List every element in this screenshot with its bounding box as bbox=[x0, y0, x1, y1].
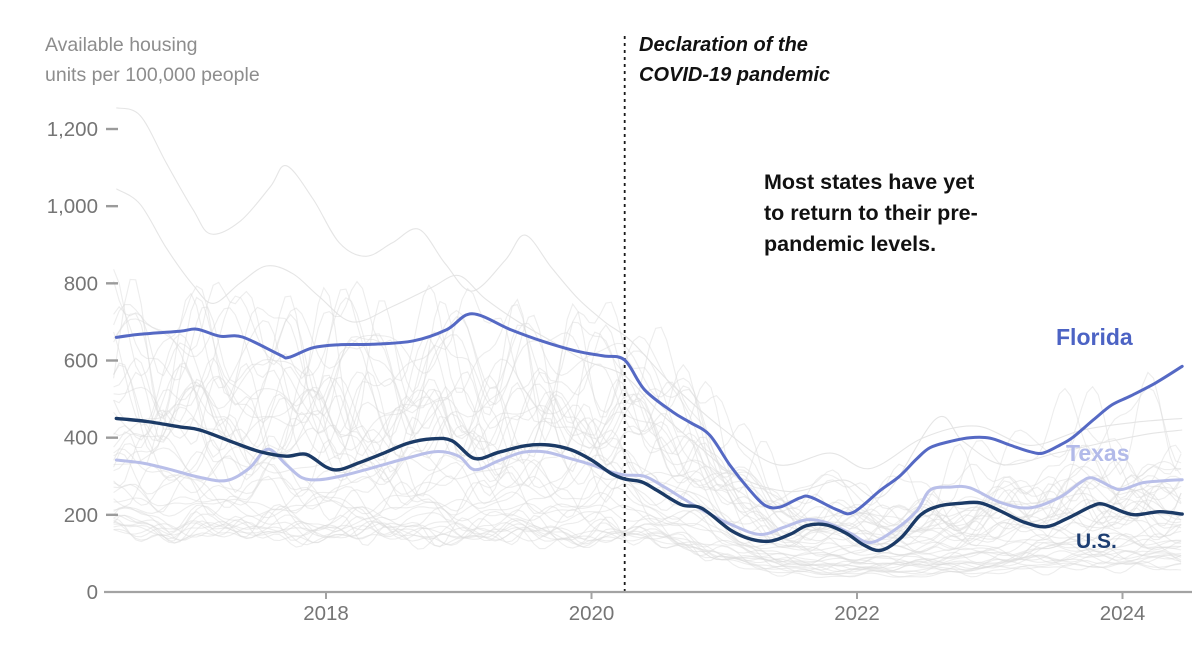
background-state-line bbox=[113, 448, 1182, 556]
y-axis-label: 1,200 bbox=[47, 118, 98, 141]
background-state-line bbox=[113, 371, 1182, 534]
y-axis-label: 1,000 bbox=[47, 195, 98, 218]
x-axis-label: 2022 bbox=[834, 602, 880, 625]
background-state-line bbox=[113, 295, 1182, 541]
background-state-line bbox=[113, 295, 1182, 537]
state-high-2 bbox=[115, 188, 1183, 499]
background-state-line bbox=[113, 497, 1182, 561]
background-state-line bbox=[113, 365, 1182, 554]
background-state-line bbox=[113, 280, 1182, 514]
axes: 2018 2020 2022 2024 0 200 400 600 800 1,000 1,200 bbox=[47, 118, 1192, 625]
chart-title: Available housing units per 100,000 peop… bbox=[45, 30, 260, 90]
x-axis-label: 2018 bbox=[303, 602, 349, 625]
series-line-texas bbox=[114, 447, 1184, 545]
background-state-line bbox=[113, 386, 1182, 547]
series-label-texas: Texas bbox=[1066, 440, 1130, 466]
state-high-1 bbox=[116, 107, 1183, 470]
note-annotation: Most states have yet to return to their … bbox=[764, 167, 978, 260]
pandemic-annotation-line2: COVID-19 pandemic bbox=[639, 64, 831, 86]
background-state-line bbox=[113, 522, 1182, 574]
pandemic-annotation: Declaration of the COVID-19 pandemic bbox=[639, 30, 830, 90]
y-axis-label: 800 bbox=[64, 272, 98, 295]
x-axis-label: 2020 bbox=[569, 602, 615, 625]
background-state-line bbox=[113, 521, 1182, 571]
pandemic-annotation-line1: Declaration of the bbox=[639, 34, 808, 56]
chart-title-line2: units per 100,000 people bbox=[45, 64, 260, 86]
background-state-line bbox=[113, 362, 1182, 533]
background-state-line bbox=[113, 463, 1182, 572]
y-axis-label: 200 bbox=[64, 504, 98, 527]
series-label-us: U.S. bbox=[1076, 530, 1117, 553]
series-line-florida bbox=[114, 312, 1184, 516]
x-axis-label: 2024 bbox=[1100, 602, 1146, 625]
note-annotation-line1: Most states have yet bbox=[764, 170, 975, 194]
background-state-line bbox=[113, 307, 1182, 528]
background-state-line bbox=[113, 378, 1182, 550]
series-label-florida: Florida bbox=[1056, 324, 1133, 350]
y-axis-label: 0 bbox=[87, 581, 98, 604]
y-axis-label: 400 bbox=[64, 427, 98, 450]
background-state-line bbox=[113, 523, 1182, 569]
background-state-line bbox=[113, 505, 1182, 564]
series-line-us bbox=[114, 416, 1184, 553]
background-state-line bbox=[113, 496, 1182, 566]
chart-title-line1: Available housing bbox=[45, 34, 198, 56]
note-annotation-line3: pandemic levels. bbox=[764, 232, 937, 256]
note-annotation-line2: to return to their pre- bbox=[764, 201, 978, 225]
y-axis-label: 600 bbox=[64, 350, 98, 373]
